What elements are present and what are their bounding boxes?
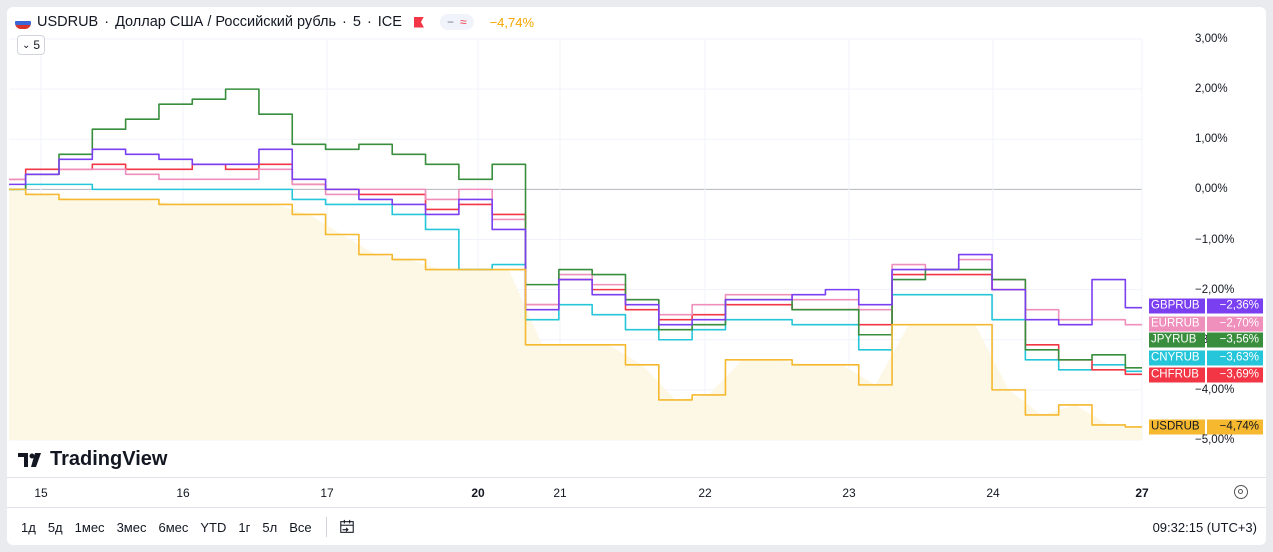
range-button[interactable]: 6мес	[158, 519, 189, 535]
series-badge: USDRUB −4,74%	[1149, 419, 1263, 435]
logo-text: TradingView	[50, 448, 168, 470]
series-badge: JPYRUB −3,56%	[1149, 332, 1263, 348]
approx-icon: ≈	[459, 15, 467, 29]
interval-label: 5	[352, 14, 361, 30]
price-chart[interactable]	[7, 7, 1266, 477]
calendar-goto-icon[interactable]	[339, 519, 355, 535]
range-button[interactable]: 1д	[21, 519, 36, 535]
legend-separator: ·	[104, 14, 110, 30]
range-selector: 1д 5д 1мес 3мес 6мес YTD 1г 5л Все	[15, 520, 318, 535]
y-tick-label: −1,00%	[1195, 233, 1235, 246]
series-badge: EURRUB −2,70%	[1149, 316, 1263, 332]
x-tick-label: 24	[986, 486, 1000, 500]
series-badge-value: −3,69%	[1207, 367, 1263, 383]
series-badge: CHFRUB −3,69%	[1149, 367, 1263, 383]
series-badge-name: USDRUB	[1149, 419, 1205, 435]
timezone-clock[interactable]: 09:32:15 (UTC+3)	[1152, 519, 1257, 535]
y-axis[interactable]: 3,00%2,00%1,00%0,00%−1,00%−2,00%−3,00%−4…	[1195, 7, 1265, 477]
tradingview-logo-icon	[18, 452, 41, 467]
y-tick-label: 0,00%	[1195, 183, 1228, 196]
legend-separator: ·	[366, 14, 372, 30]
symbol-description: Доллар США / Российский рубль	[115, 14, 337, 30]
series-badge-value: −3,56%	[1207, 332, 1263, 348]
series-badge: GBPRUB −2,36%	[1149, 298, 1263, 314]
legend-pill[interactable]: − ≈	[439, 14, 474, 30]
series-badge-value: −3,63%	[1207, 350, 1263, 366]
range-button[interactable]: YTD	[200, 519, 227, 535]
chevron-down-icon: ⌄	[22, 39, 31, 51]
change-percent: −4,74%	[489, 14, 535, 30]
y-tick-label: 1,00%	[1195, 133, 1228, 146]
range-button[interactable]: 3мес	[116, 519, 147, 535]
x-tick-label: 23	[842, 486, 856, 500]
bottom-toolbar: 1д 5д 1мес 3мес 6мес YTD 1г 5л Все 09:32:15 (UTC…	[7, 507, 1266, 545]
usdrub-area-fill	[9, 189, 1142, 440]
y-tick-label: 2,00%	[1195, 83, 1228, 96]
y-tick-label: −4,00%	[1195, 383, 1235, 396]
series-badge-name: EURRUB	[1149, 316, 1205, 332]
series-badge-name: CHFRUB	[1149, 367, 1205, 383]
series-badge-value: −2,36%	[1207, 298, 1263, 314]
series-badge-name: GBPRUB	[1149, 298, 1205, 314]
x-tick-label: 21	[553, 486, 567, 500]
x-tick-label: 16	[176, 486, 190, 500]
series-badge-name: CNYRUB	[1149, 350, 1205, 366]
legend-separator: ·	[342, 14, 347, 30]
x-tick-label: 22	[698, 486, 712, 500]
series-badge-value: −2,70%	[1207, 316, 1263, 332]
minus-icon: −	[446, 15, 454, 29]
sub-label: 5	[33, 38, 41, 52]
y-tick-label: −2,00%	[1195, 283, 1235, 296]
chart-panel[interactable]: USDRUB · Доллар США / Российский рубль ·…	[7, 7, 1266, 545]
symbol-code[interactable]: USDRUB	[37, 14, 99, 30]
divider	[325, 517, 327, 537]
x-tick-label: 15	[34, 486, 48, 500]
range-button[interactable]: 5л	[262, 519, 278, 535]
series-badge-value: −4,74%	[1207, 419, 1263, 435]
tradingview-logo[interactable]: TradingView	[18, 448, 167, 471]
interval-collapse-toggle[interactable]: ⌄ 5	[17, 35, 46, 55]
y-tick-label: −5,00%	[1195, 434, 1235, 446]
exchange-label: ICE	[377, 14, 402, 30]
currency-flag-icon	[15, 17, 31, 29]
y-tick-label: 3,00%	[1195, 33, 1228, 45]
gear-icon[interactable]	[1234, 485, 1248, 499]
range-button[interactable]: 1г	[238, 519, 251, 535]
series-badge-name: JPYRUB	[1149, 332, 1205, 348]
range-button[interactable]: 1мес	[74, 519, 105, 535]
symbol-legend: USDRUB · Доллар США / Российский рубль ·…	[15, 11, 534, 33]
x-tick-label: 27	[1135, 486, 1149, 500]
range-button[interactable]: Все	[289, 519, 312, 535]
flag-icon[interactable]	[413, 16, 424, 28]
series-badge: CNYRUB −3,63%	[1149, 350, 1263, 366]
x-tick-label: 17	[320, 486, 334, 500]
range-button[interactable]: 5д	[47, 519, 63, 535]
gbprub-series-line[interactable]	[9, 148, 1142, 326]
cnyrub-series-line[interactable]	[9, 183, 1142, 373]
x-tick-label: 20	[471, 486, 485, 500]
x-axis[interactable]: 15 16 17 20 21 22 23 24 27	[7, 477, 1266, 508]
usdrub-series-line[interactable]	[9, 188, 1142, 428]
